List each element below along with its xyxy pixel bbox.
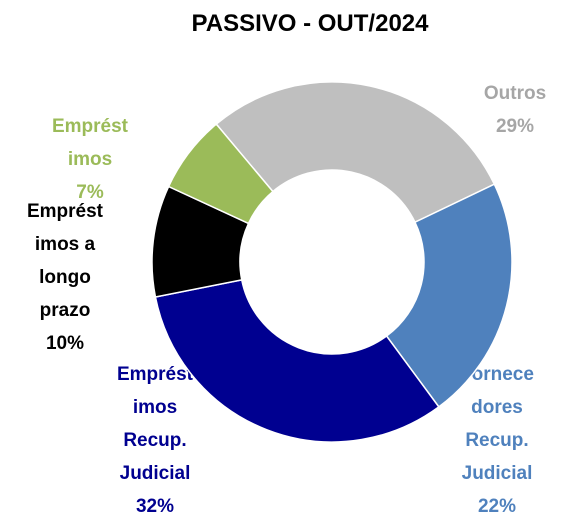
slice-label: Fornecedores Recup. Judicial 22% xyxy=(458,358,536,521)
value-label: 7% xyxy=(76,182,104,203)
value-label: 29% xyxy=(495,116,535,137)
slice-label: Empréstimos Recup. Judicial 32% xyxy=(116,358,194,521)
category-name: Fornecedores Recup. Judicial xyxy=(460,364,534,484)
slice xyxy=(167,123,274,225)
category-name: Outros xyxy=(483,83,547,104)
slice xyxy=(154,278,440,443)
value-label: 10% xyxy=(45,333,85,354)
slice-label: Empréstimos a longo prazo 10% xyxy=(26,195,104,360)
slice xyxy=(385,183,513,408)
slice xyxy=(215,81,496,224)
value-label: 32% xyxy=(135,496,175,517)
slice-label: Empréstimos 7% xyxy=(51,110,129,209)
value-label: 22% xyxy=(477,496,517,517)
category-name: Empréstimos Recup. Judicial xyxy=(116,364,194,484)
slice-label: Outros 29% xyxy=(476,77,554,143)
chart-title: PASSIVO - OUT/2024 xyxy=(191,10,429,37)
category-name: Empréstimos xyxy=(51,116,129,170)
category-name: Empréstimos a longo prazo xyxy=(26,201,104,321)
